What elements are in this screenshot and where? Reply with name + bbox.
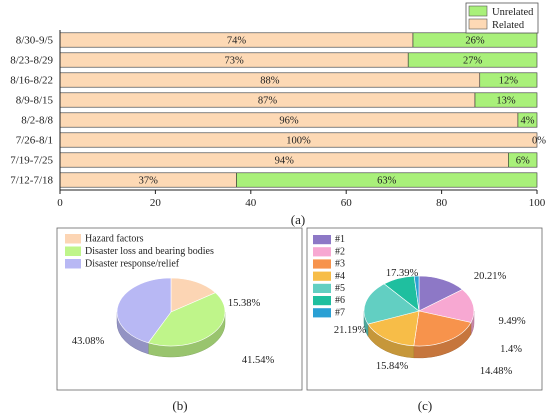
data-label-unrelated: 12% xyxy=(499,76,519,87)
pie-slice xyxy=(367,310,420,347)
slice-label: 17.39% xyxy=(386,268,419,279)
slice-label: 15.84% xyxy=(376,361,409,372)
data-label-related: 74% xyxy=(227,36,247,47)
bar-unrelated xyxy=(407,52,538,68)
category-label: 8/2-8/8 xyxy=(21,115,53,127)
legend-label: Disaster response/relief xyxy=(85,259,180,270)
legend-label: #7 xyxy=(335,307,345,318)
slice-label: 21.19% xyxy=(334,325,367,336)
category-label: 7/19-7/25 xyxy=(10,155,53,167)
legend-swatch xyxy=(313,271,331,281)
data-label-unrelated: 27% xyxy=(463,56,483,67)
pie-b-slices xyxy=(116,277,226,358)
legend-c: #1#2 #3#4#5#6#7 xyxy=(313,234,345,318)
x-tick-label: 80 xyxy=(436,197,448,209)
panel-c-pie-chart: #1#2 #3#4#5#6#7 14.48% 15.84% 21.19% 17.39% 2… xyxy=(306,227,543,413)
pie-c-labels: 14.48% 15.84% 21.19% 17.39% 20.21% 9.49% 1.4% xyxy=(334,268,526,377)
slice-label: 15.38% xyxy=(228,298,261,309)
slice-label: 1.4% xyxy=(500,344,522,355)
legend-label-related: Related xyxy=(492,20,525,31)
legend-swatch xyxy=(313,283,331,293)
category-label: 8/9-8/15 xyxy=(16,95,54,107)
data-label-unrelated: 63% xyxy=(377,176,397,187)
legend: Unrelated Related xyxy=(465,2,539,34)
data-label-unrelated: 13% xyxy=(496,96,516,107)
bar-unrelated xyxy=(517,112,538,128)
x-tick-label: 40 xyxy=(245,197,257,209)
slice-label: 20.21% xyxy=(474,271,507,282)
bar-unrelated xyxy=(236,172,538,188)
bar-unrelated xyxy=(474,92,538,108)
legend-swatch xyxy=(313,235,331,245)
legend-label: Disaster loss and bearing bodies xyxy=(85,246,214,257)
legend-label: Hazard factors xyxy=(85,234,144,245)
slice-label: 14.48% xyxy=(480,366,513,377)
x-ticks: 0 20 40 60 80 100 xyxy=(57,190,546,209)
legend-swatch xyxy=(65,234,81,244)
bar-unrelated xyxy=(508,152,538,168)
pie-slice xyxy=(116,277,172,344)
legend-label: #6 xyxy=(335,295,345,306)
legend-label: #3 xyxy=(335,259,345,270)
legend-swatch xyxy=(313,308,331,318)
category-label: 8/16-8/22 xyxy=(10,75,53,87)
x-tick-label: 20 xyxy=(150,197,162,209)
data-label-unrelated: 4% xyxy=(520,116,534,127)
pie-slice xyxy=(363,283,420,325)
data-label-related: 87% xyxy=(258,96,278,107)
slice-label: 43.08% xyxy=(72,336,105,347)
legend-swatch xyxy=(313,296,331,306)
legend-label-unrelated: Unrelated xyxy=(492,7,534,18)
category-label: 8/30-9/5 xyxy=(16,35,54,47)
pie-slice xyxy=(418,289,475,323)
legend-swatch-unrelated xyxy=(468,5,488,17)
panel-label-c: (c) xyxy=(418,398,432,413)
pie-slice xyxy=(147,292,226,347)
panel-label-b: (b) xyxy=(172,398,187,413)
legend-swatch xyxy=(313,247,331,257)
pie-slice xyxy=(170,277,216,313)
bars-group: 74% 26% 8/30-9/5 73% 27% 8/23-8/29 88% 12% 8/16-… xyxy=(10,32,546,188)
data-label-related: 73% xyxy=(224,56,244,67)
slice-label: 9.49% xyxy=(498,316,525,327)
legend-label: #4 xyxy=(335,271,345,282)
pie-b-labels: 15.38% 41.54% 43.08% xyxy=(72,298,275,366)
data-label-related: 37% xyxy=(139,176,159,187)
legend-label: #1 xyxy=(335,234,345,245)
pie-slice xyxy=(413,275,420,312)
pie-slice xyxy=(413,310,472,347)
category-label: 8/23-8/29 xyxy=(10,55,53,67)
data-label-related: 100% xyxy=(286,136,311,147)
data-label-related: 88% xyxy=(260,76,280,87)
x-tick-label: 0 xyxy=(57,197,63,209)
legend-swatch xyxy=(65,246,81,256)
panel-a-stacked-bar-chart: 74% 26% 8/30-9/5 73% 27% 8/23-8/29 88% 12% 8/16-… xyxy=(10,2,546,227)
legend-label: #2 xyxy=(335,246,345,257)
x-tick-label: 100 xyxy=(529,197,546,209)
data-label-unrelated: 26% xyxy=(465,36,485,47)
pie-slice xyxy=(418,275,463,312)
legend-swatch xyxy=(65,259,81,269)
pie-c-slices xyxy=(363,275,475,359)
legend-swatch-related xyxy=(468,18,488,30)
legend-swatch xyxy=(313,259,331,269)
data-label-unrelated: 0% xyxy=(532,136,546,147)
data-label-related: 96% xyxy=(279,116,299,127)
data-label-related: 94% xyxy=(275,156,295,167)
legend-label: #5 xyxy=(335,283,345,294)
slice-label: 41.54% xyxy=(242,355,275,366)
panel-label-a: (a) xyxy=(291,212,305,227)
category-label: 7/26-8/1 xyxy=(16,135,53,147)
category-label: 7/12-7/18 xyxy=(10,175,53,187)
data-label-unrelated: 6% xyxy=(516,156,530,167)
x-tick-label: 60 xyxy=(341,197,353,209)
bar-unrelated xyxy=(479,72,538,88)
